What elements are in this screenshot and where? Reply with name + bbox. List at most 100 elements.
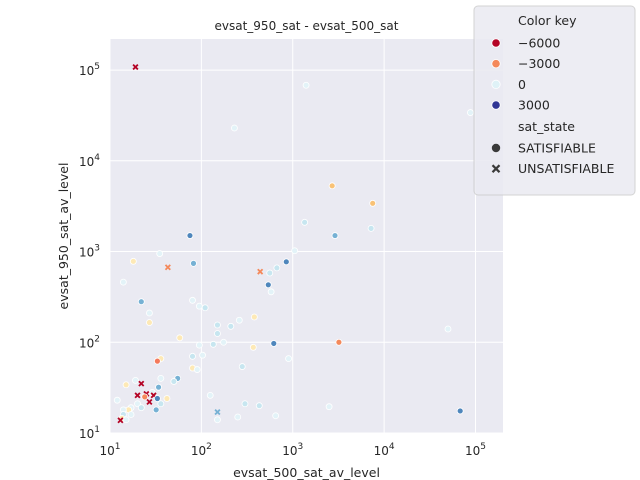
data-point-satisfiable	[206, 391, 214, 399]
data-point-satisfiable	[235, 316, 243, 324]
legend-color-label: −6000	[518, 36, 560, 51]
data-point-unsatisfiable	[257, 268, 264, 275]
data-point-satisfiable	[238, 363, 246, 370]
legend-box	[473, 5, 636, 196]
data-point-satisfiable	[195, 341, 203, 349]
data-point-satisfiable	[132, 376, 139, 384]
data-point-satisfiable	[146, 319, 153, 326]
data-point-satisfiable	[231, 124, 238, 132]
data-point-satisfiable	[302, 81, 310, 89]
data-point-satisfiable	[328, 182, 336, 190]
y-axis-label: evsat_950_sat_av_level	[56, 163, 71, 310]
data-point-unsatisfiable	[134, 392, 141, 399]
legend-shape-label: SATISFIABLE	[518, 141, 596, 156]
data-point-satisfiable	[285, 355, 292, 363]
data-point-satisfiable	[214, 330, 221, 337]
y-tick-label: 104	[79, 153, 100, 169]
x-tick-label: 104	[374, 442, 395, 458]
x-tick-labels: 101 102 103 104 105	[99, 442, 486, 458]
y-tick-label: 105	[79, 62, 100, 78]
x-tick-label: 105	[465, 442, 486, 458]
data-point-satisfiable	[156, 250, 164, 257]
data-point-satisfiable	[301, 218, 309, 226]
y-tick-label: 101	[79, 425, 100, 441]
data-point-satisfiable	[137, 298, 145, 306]
data-point-satisfiable	[137, 404, 145, 412]
data-point-satisfiable	[129, 257, 137, 265]
data-point-satisfiable	[367, 224, 375, 232]
x-tick-label: 101	[99, 442, 120, 458]
data-point-satisfiable	[193, 366, 201, 373]
data-point-satisfiable	[190, 259, 197, 267]
data-point-satisfiable	[157, 374, 165, 382]
legend-color-marker	[491, 100, 501, 110]
data-point-satisfiable	[325, 403, 333, 411]
data-point-satisfiable	[195, 302, 203, 310]
legend-color-title: Color key	[518, 13, 577, 28]
data-point-satisfiable	[266, 269, 274, 277]
data-point-satisfiable	[369, 199, 377, 207]
grid	[109, 39, 503, 434]
data-point-satisfiable	[189, 352, 196, 360]
y-tick-label: 102	[79, 334, 100, 350]
legend-color-label: 0	[518, 77, 526, 92]
data-point-satisfiable	[264, 281, 272, 289]
data-point-satisfiable	[127, 411, 135, 418]
legend-color-label: −3000	[518, 56, 560, 71]
data-point-satisfiable	[331, 232, 339, 239]
data-point-satisfiable	[201, 304, 209, 312]
legend: Color key −6000 −3000 0 3000 sat_state SATI…	[473, 5, 636, 196]
data-point-satisfiable	[152, 406, 160, 414]
legend-x-marker	[491, 164, 501, 173]
data-point-satisfiable	[155, 383, 162, 391]
data-point-satisfiable	[186, 232, 194, 239]
data-point-satisfiable	[170, 378, 178, 385]
data-point-satisfiable	[250, 313, 258, 321]
data-point-satisfiable	[234, 413, 242, 421]
x-tick-label: 103	[282, 442, 303, 458]
legend-color-label: 3000	[518, 98, 550, 113]
data-point-unsatisfiable	[164, 264, 171, 271]
data-point-satisfiable	[456, 407, 464, 415]
data-point-satisfiable	[119, 278, 127, 286]
data-point-satisfiable	[467, 109, 474, 116]
legend-shape-title: sat_state	[518, 119, 575, 134]
data-point-satisfiable	[199, 351, 206, 359]
data-point-satisfiable	[122, 381, 130, 389]
legend-circle-marker	[491, 143, 501, 153]
legend-color-marker	[491, 79, 501, 90]
data-point-satisfiable	[249, 343, 257, 351]
data-point-satisfiable	[291, 247, 299, 255]
data-point-unsatisfiable	[146, 398, 153, 405]
data-point-unsatisfiable	[117, 417, 124, 424]
data-point-satisfiable	[241, 400, 249, 408]
data-point-satisfiable	[220, 338, 227, 346]
data-point-satisfiable	[267, 288, 275, 296]
data-point-satisfiable	[227, 322, 235, 330]
data-point-satisfiable	[214, 321, 221, 329]
data-point-satisfiable	[282, 258, 290, 266]
legend-color-marker	[491, 59, 501, 69]
data-point-satisfiable	[146, 309, 153, 317]
data-point-satisfiable	[270, 340, 278, 347]
data-point-satisfiable	[214, 416, 221, 424]
plot-area	[110, 39, 503, 433]
x-tick-label: 102	[191, 442, 212, 458]
legend-shape-entries: SATISFIABLE UNSATISFIABLE	[491, 141, 614, 176]
legend-color-marker	[491, 38, 501, 48]
data-point-satisfiable	[157, 400, 165, 408]
data-point-satisfiable	[335, 338, 343, 346]
data-point-satisfiable	[255, 402, 263, 410]
legend-shape-label: UNSATISFIABLE	[518, 161, 614, 176]
data-point-satisfiable	[153, 395, 161, 402]
data-point-unsatisfiable	[214, 409, 221, 416]
data-point-satisfiable	[141, 393, 149, 401]
data-point-satisfiable	[122, 416, 130, 424]
chart-title: evsat_950_sat - evsat_500_sat	[215, 19, 399, 33]
data-point-satisfiable	[444, 325, 452, 333]
data-point-satisfiable	[209, 340, 217, 348]
data-point-unsatisfiable	[138, 380, 145, 387]
data-point-satisfiable	[189, 296, 196, 304]
legend-color-entries: −6000 −3000 0 3000	[491, 36, 560, 113]
